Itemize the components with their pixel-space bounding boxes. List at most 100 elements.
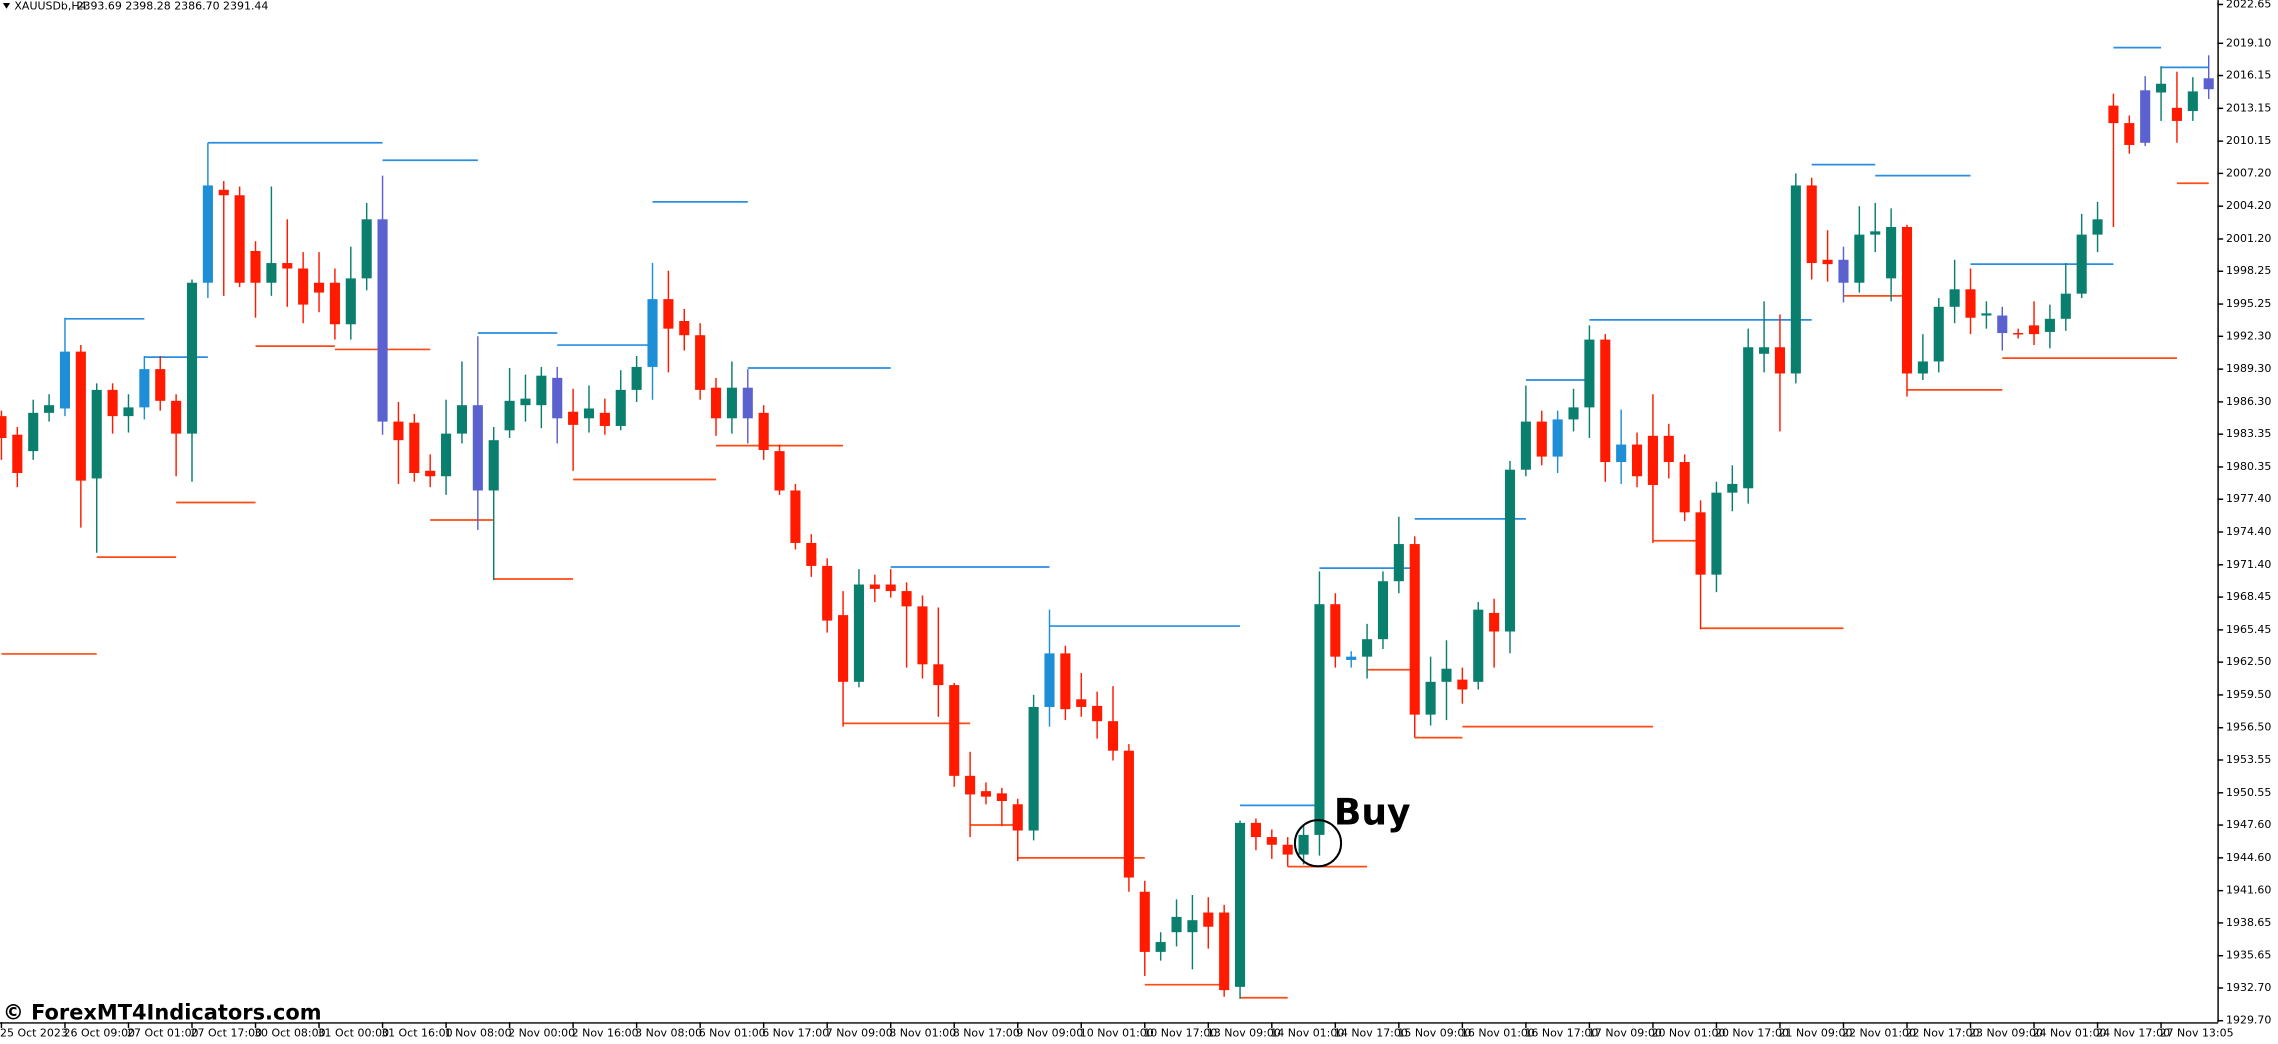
y-tick-label: 1929.70 [2226,1014,2271,1027]
candle-body [1012,804,1023,831]
candle-body [790,490,801,543]
y-tick-label: 1941.60 [2226,884,2271,897]
y-tick-label: 2010.15 [2226,134,2271,147]
candle-body [2013,333,2024,335]
candle-body [1568,407,1579,420]
candle-body [1298,834,1309,855]
y-tick-label: 2004.20 [2226,199,2271,212]
candle-body [59,351,71,409]
y-tick-label: 1950.55 [2226,786,2271,799]
candle-body [1600,339,1611,463]
candle-body [1790,185,1801,374]
y-tick-label: 1992.30 [2226,329,2271,342]
candle-body [583,408,595,419]
x-tick-label: 25 Oct 2023 [0,1027,68,1040]
candle-body [1155,942,1166,952]
x-tick-label: 9 Nov 09:00 [1016,1027,1083,1040]
candle-body [2124,123,2135,145]
candle-body [1504,469,1516,632]
candle-body [12,434,23,473]
candle-body [202,185,213,283]
y-tick-label: 2016.15 [2226,69,2271,82]
candle-body [1806,185,1817,264]
x-tick-label: 31 Oct 00:00 [318,1027,390,1040]
candle-body [679,321,690,336]
y-tick-label: 1953.55 [2226,753,2271,766]
candle-body [2140,90,2151,143]
y-tick-label: 1980.35 [2226,460,2271,473]
candle-body [456,405,468,434]
candle-body [1711,492,1722,575]
candle-body [171,400,182,434]
candle-body [1457,679,1468,690]
candle-body [218,189,229,196]
candle-body [488,440,499,491]
candle-body [806,542,817,566]
x-tick-label: 20 Nov 01:00 [1651,1027,1725,1040]
x-tick-label: 24 Nov 17:00 [2096,1027,2170,1040]
candle-body [885,584,896,592]
candle-body [710,387,722,419]
candle-body [266,263,277,283]
x-tick-label: 30 Oct 08:00 [254,1027,326,1040]
candle-body [1838,259,1849,283]
candle-body [917,606,928,665]
candle-body [758,412,769,451]
watermark: © ForexMT4Indicators.com [3,1001,322,1025]
candle-body [1520,421,1531,470]
candle-body [1616,444,1627,463]
y-tick-label: 1947.60 [2226,818,2271,831]
candle-body [361,219,372,279]
y-tick-label: 2019.10 [2226,36,2271,49]
candle-body [1362,639,1373,657]
candle-body [933,664,944,686]
x-tick-label: 23 Nov 09:00 [1969,1027,2043,1040]
chart-subtitle: 2393.69 2398.28 2386.70 2391.44 [77,0,269,13]
x-tick-label: 26 Oct 09:00 [64,1027,136,1040]
candle-body [1854,234,1865,283]
x-tick-label: 2 Nov 16:00 [572,1027,639,1040]
candle-body [139,369,150,408]
candle-body [2092,219,2103,235]
candle-body [1695,512,1706,575]
buy-annotation: Buy [1334,791,1411,833]
candle-body [1822,259,1833,265]
x-tick-label: 17 Nov 09:00 [1588,1027,1662,1040]
candle-body [774,451,785,491]
candle-body [1743,347,1754,489]
y-tick-label: 1995.25 [2226,297,2271,310]
y-tick-label: 1959.50 [2226,688,2271,701]
y-tick-label: 1968.45 [2226,590,2271,603]
candle-body [107,389,118,417]
candle-body [1409,544,1420,715]
candle-body [1631,444,1643,477]
candle-body [2203,78,2214,90]
candle-body [2060,293,2071,319]
x-tick-label: 27 Nov 13:05 [2160,1027,2234,1040]
candle-body [1965,289,1976,318]
candle-body [1536,421,1547,457]
x-tick-label: 27 Oct 01:00 [127,1027,199,1040]
x-tick-label: 21 Nov 09:00 [1779,1027,1853,1040]
y-tick-label: 1956.50 [2226,721,2271,734]
y-tick-label: 2022.65 [2226,0,2271,10]
candle-body [1933,306,1944,362]
candle-body [1076,699,1087,707]
x-tick-label: 16 Nov 01:00 [1461,1027,1535,1040]
y-tick-label: 1977.40 [2226,492,2271,505]
y-tick-label: 1965.45 [2226,623,2271,636]
plot-area [0,46,2214,999]
y-tick-label: 1989.30 [2226,362,2271,375]
candle-body [1250,822,1261,838]
candle-body [1886,226,1897,279]
candle-body [599,412,610,426]
candle-body [2187,91,2198,112]
candle-body [2076,234,2087,294]
candle-body [1917,361,1928,374]
y-tick-label: 1983.35 [2226,427,2271,440]
candle-body [2044,318,2055,332]
y-tick-label: 1944.60 [2226,851,2271,864]
candle-body [313,282,325,293]
candle-body [0,416,7,438]
y-tick-label: 2001.20 [2226,232,2271,245]
